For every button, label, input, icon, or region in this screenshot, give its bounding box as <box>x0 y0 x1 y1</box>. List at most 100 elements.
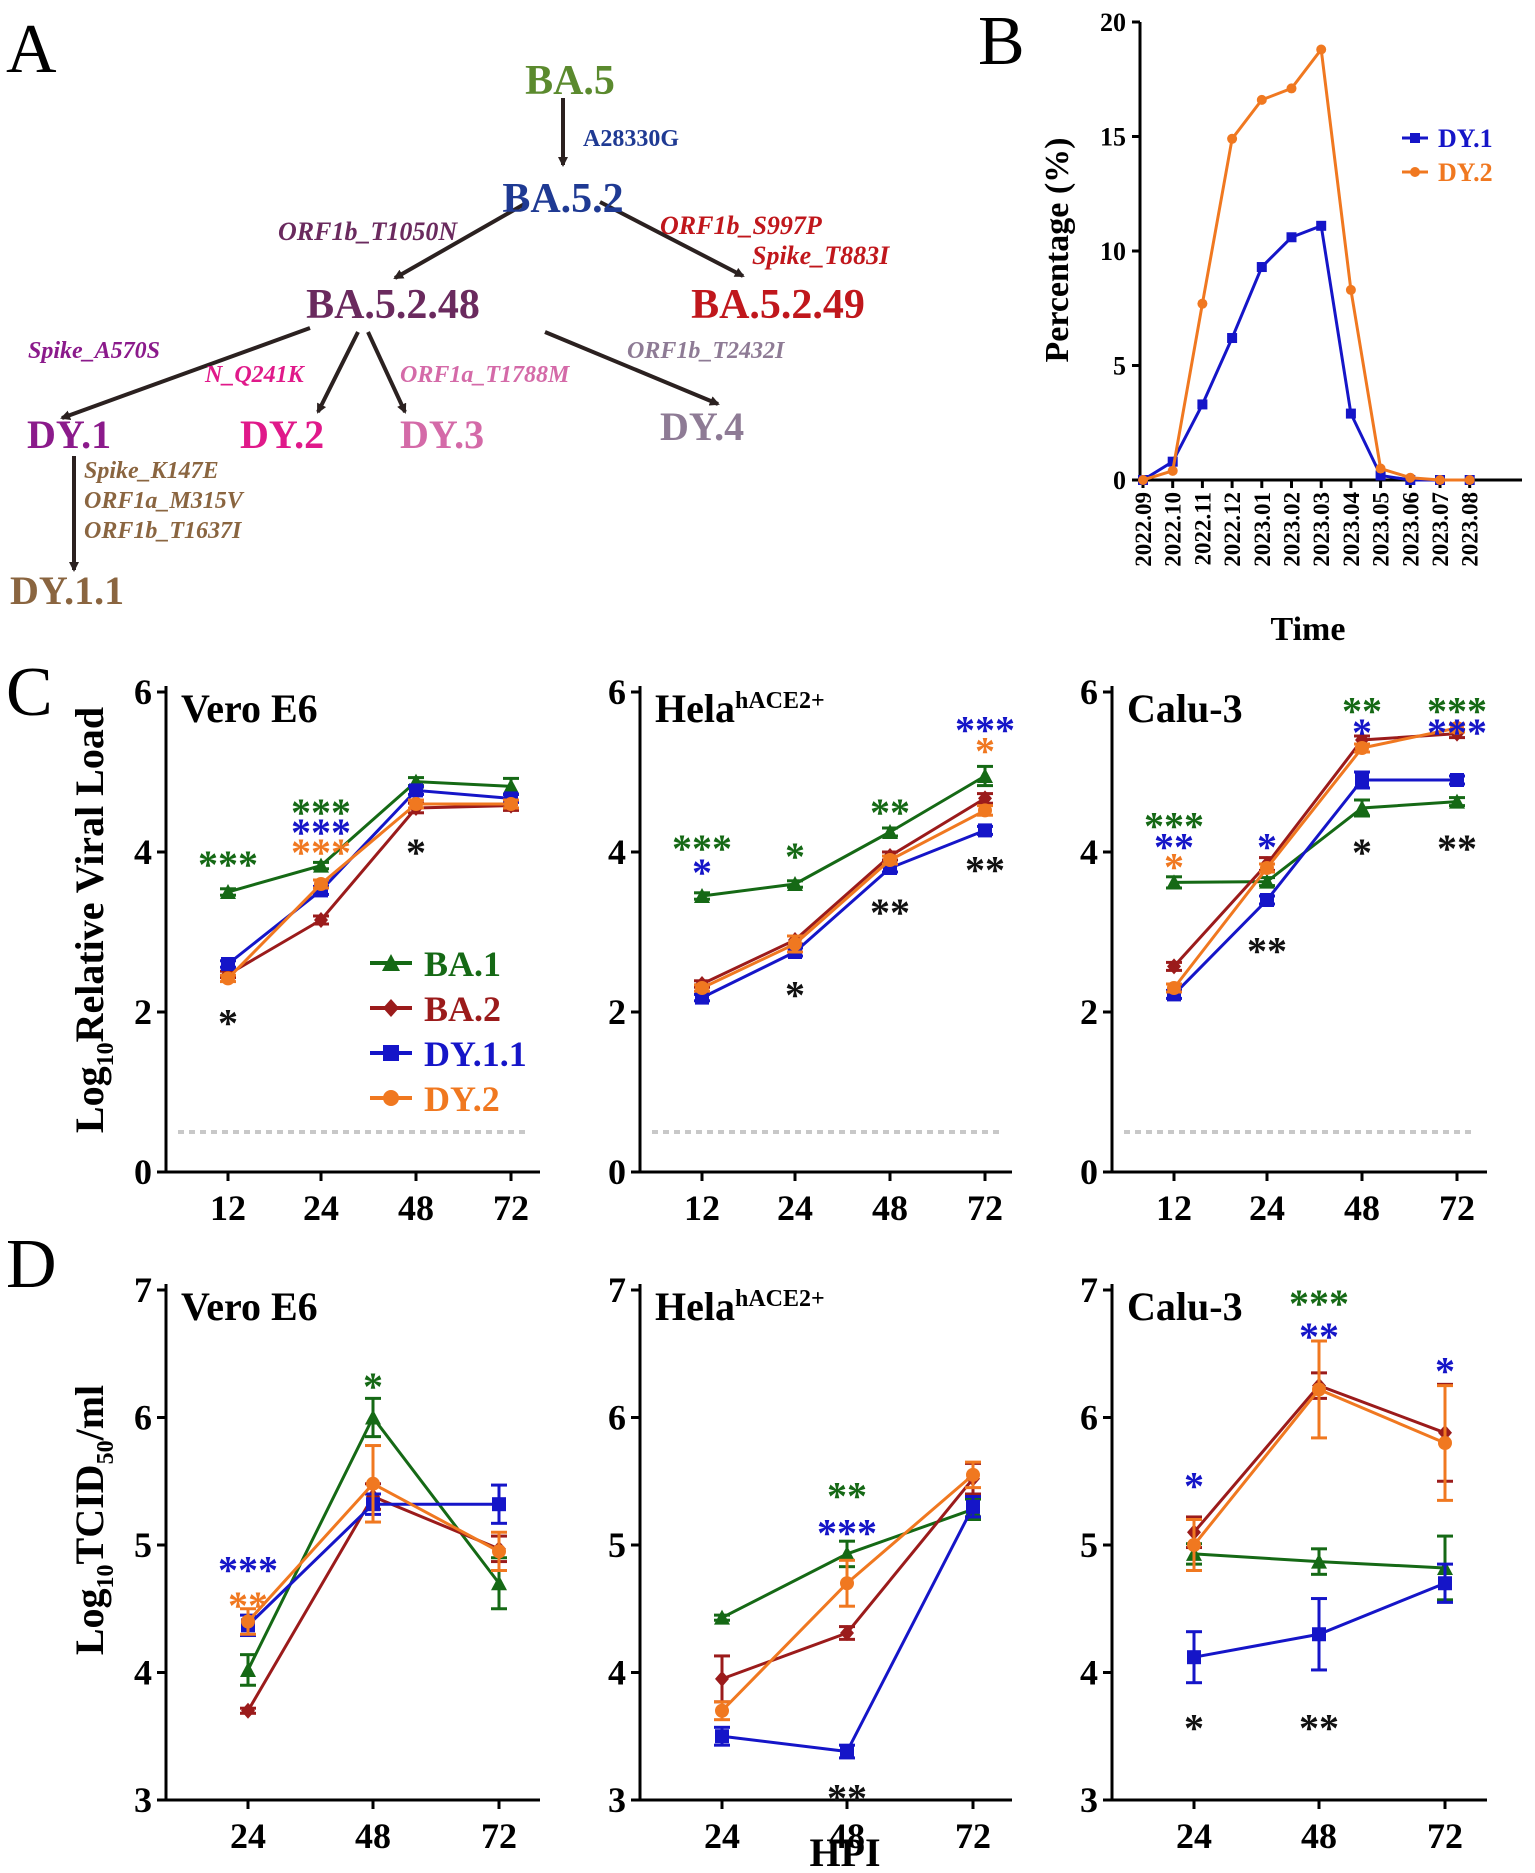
y-axis-label: Log10Relative Viral Load <box>67 707 119 1133</box>
significance-mark: *** <box>817 1510 877 1555</box>
x-tick-label: 2022.11 <box>1190 492 1215 565</box>
y-tick-label: 4 <box>608 1653 626 1693</box>
data-point-BA.1 <box>1449 793 1465 809</box>
series-line-DY.2 <box>1172 726 1458 989</box>
y-tick-label: 0 <box>1113 466 1126 495</box>
data-point-DY.1.1 <box>1187 1650 1201 1665</box>
significance-mark: ** <box>1154 824 1194 869</box>
significance-mark: *** <box>1427 688 1487 733</box>
y-tick-label: 0 <box>608 1152 626 1192</box>
y-tick-label: 3 <box>134 1780 152 1820</box>
data-point-DY.2 <box>221 971 235 986</box>
x-tick-label: 48 <box>355 1816 391 1856</box>
y-tick-label: 2 <box>608 992 626 1032</box>
significance-mark: ** <box>870 890 910 935</box>
subplot-title: Vero E6 <box>181 1284 318 1329</box>
y-tick-label: 3 <box>608 1780 626 1820</box>
data-point-DY.2 <box>1138 475 1148 485</box>
data-point-DY.2 <box>1450 721 1464 735</box>
data-point-DY.1 <box>1345 408 1356 419</box>
series-line-BA.1 <box>701 774 986 898</box>
data-point-BA.1 <box>1166 874 1182 890</box>
x-tick-label: 72 <box>1427 1816 1463 1856</box>
significance-mark: * <box>1352 830 1372 875</box>
significance-mark: *** <box>672 826 732 871</box>
data-point-BA.1 <box>365 1409 381 1425</box>
significance-mark: * <box>218 1000 238 1045</box>
mutation-spike-a570s: Spike_A570S <box>28 338 160 364</box>
y-axis-label: Log10TCID50/ml <box>67 1385 119 1655</box>
subplot-title: HelahACE2+ <box>655 1284 825 1329</box>
x-tick-label: 24 <box>1176 1816 1212 1856</box>
data-point-DY.2 <box>1256 94 1267 105</box>
mutation-orf1b-t2432i: ORF1b_T2432I <box>627 338 786 364</box>
subplot-title-text: Hela <box>655 686 735 731</box>
data-point-DY.2 <box>1227 133 1238 144</box>
y-tick-label: 2 <box>1080 992 1098 1032</box>
x-tick-label: 48 <box>829 1816 865 1856</box>
y-axis-label-part: TCID <box>67 1464 112 1564</box>
data-point-DY.2 <box>504 797 518 811</box>
data-point-DY.1.1 <box>1260 893 1274 907</box>
x-tick-label: 2023.08 <box>1458 492 1483 567</box>
significance-mark: *** <box>291 810 351 855</box>
y-tick-label: 3 <box>1080 1780 1098 1820</box>
series-line-DY.1.1 <box>1172 778 1457 996</box>
node-dy1: DY.1 <box>27 412 111 457</box>
data-point-DY.1 <box>1227 333 1238 344</box>
legend-marker <box>383 999 399 1017</box>
significance-mark: *** <box>955 708 1015 753</box>
subplot-title-text: Vero E6 <box>181 1284 318 1329</box>
mutation-orf1b-s997p: ORF1b_S997P <box>660 211 823 240</box>
y-tick-label: 4 <box>134 832 152 872</box>
y-tick-label: 6 <box>1080 1398 1098 1438</box>
x-tick-label: 2022.09 <box>1131 492 1156 567</box>
significance-mark: * <box>1184 1463 1204 1508</box>
subplot-title-superscript: hACE2+ <box>735 1286 825 1312</box>
data-point-DY.2 <box>695 981 709 995</box>
data-point-DY.1.1 <box>1450 773 1464 787</box>
panel-label-c: C <box>6 654 53 731</box>
node-dy11: DY.1.1 <box>10 568 124 613</box>
data-point-BA.1 <box>240 1661 256 1677</box>
node-dy4: DY.4 <box>660 404 744 449</box>
data-point-BA.1 <box>1354 800 1370 815</box>
lineage-tree: BA.5 BA.5.2 BA.5.2.48 BA.5.2.49 DY.1 DY.… <box>10 58 890 613</box>
y-tick-label: 0 <box>1080 1152 1098 1192</box>
x-tick-label: 72 <box>493 1188 529 1228</box>
data-point-DY.2 <box>788 937 802 951</box>
panel-label-a: A <box>6 11 57 88</box>
y-tick-label: 6 <box>608 672 626 712</box>
significance-mark: *** <box>291 790 351 835</box>
data-point-DY.1.1 <box>978 823 992 838</box>
significance-mark: *** <box>198 842 258 887</box>
data-point-DY.1.1 <box>221 957 235 971</box>
significance-mark: ** <box>1299 1706 1339 1751</box>
data-point-DY.1.1 <box>1438 1576 1452 1591</box>
y-axis-label-part: /ml <box>67 1385 112 1442</box>
significance-mark: *** <box>218 1547 278 1592</box>
data-point-DY.2 <box>1355 741 1369 755</box>
significance-mark: ** <box>965 848 1005 893</box>
data-point-BA.1 <box>882 824 898 839</box>
y-tick-label: 6 <box>1080 672 1098 712</box>
subplot-title-text: Hela <box>655 1284 735 1329</box>
significance-mark: *** <box>1427 710 1487 755</box>
data-point-DY.1.1 <box>966 1499 980 1514</box>
data-point-DY.2 <box>1260 861 1274 875</box>
legend-marker <box>383 1090 399 1106</box>
data-point-DY.1 <box>1256 262 1267 273</box>
y-tick-label: 5 <box>1113 352 1126 381</box>
data-point-BA.1 <box>491 1575 507 1591</box>
node-ba5: BA.5 <box>525 58 615 104</box>
mutation-orf1b-t1637i: ORF1b_T1637I <box>84 518 243 544</box>
legend-label: DY.1.1 <box>424 1034 527 1074</box>
data-point-BA.2 <box>978 790 992 807</box>
legend-label: DY.2 <box>1438 158 1493 187</box>
series-line-DY.2 <box>1142 45 1470 482</box>
data-point-BA.1 <box>839 1545 855 1561</box>
y-tick-label: 5 <box>1080 1525 1098 1565</box>
